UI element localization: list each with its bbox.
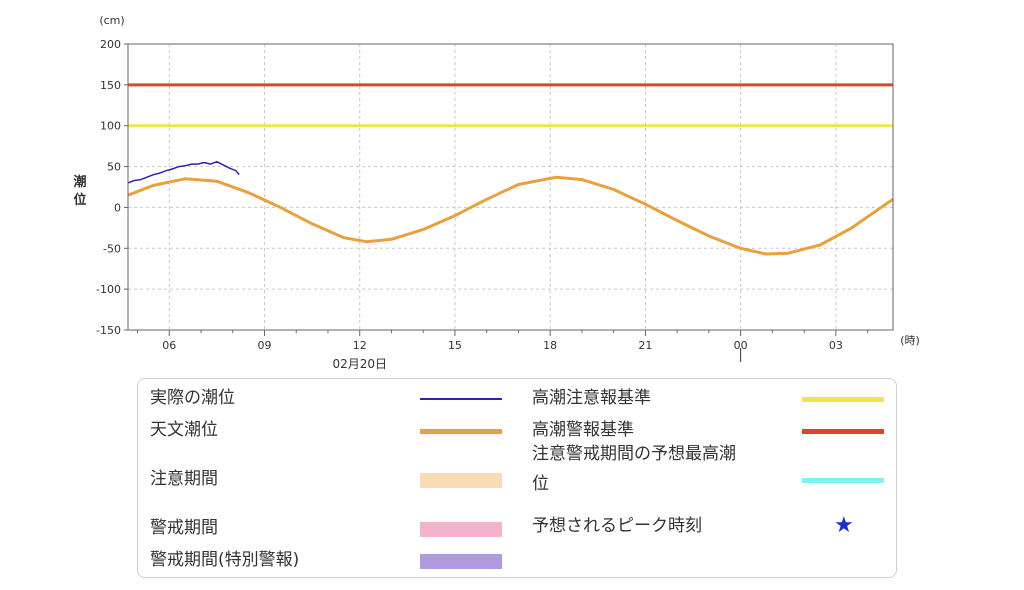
- x-tick-label: 18: [543, 339, 557, 352]
- legend-item-label: 警戒期間(特別警報): [150, 550, 300, 570]
- legend-item-label: 高潮注意報基準: [532, 388, 651, 408]
- legend-item-label: 注意期間: [150, 469, 218, 489]
- legend-item-label: 予想されるピーク時刻: [532, 516, 702, 536]
- x-tick-labels: 06 09 12 15 18 21 00 03: [137, 330, 869, 352]
- series-lines: [127, 160, 894, 256]
- legend-swatch: [802, 477, 884, 483]
- legend-swatch: [420, 428, 502, 434]
- y-tick-label: 100: [100, 120, 121, 133]
- star-icon: ★: [834, 513, 854, 538]
- legend-item-label: 天文潮位: [150, 420, 218, 440]
- y-tick-label: -150: [96, 324, 121, 337]
- legend-swatch: [420, 398, 502, 400]
- legend-swatch: [802, 396, 884, 402]
- y-axis-unit: (cm): [99, 14, 124, 27]
- y-tick-label: 50: [107, 161, 121, 174]
- legend-item-label: 高潮警報基準: [532, 420, 634, 440]
- x-axis-unit: (時): [900, 334, 920, 347]
- legend-swatch: [420, 553, 502, 569]
- legend-item-label-cont: 位: [532, 474, 549, 494]
- y-tick-label: 150: [100, 79, 121, 92]
- x-tick-label: 06: [162, 339, 176, 352]
- threshold-lines: [128, 83, 893, 128]
- plot-frame: [127, 43, 894, 331]
- tide-chart: 200 150 100 50 0 -50 -100 -150 06 09 12 15 18 21 00 03…: [73, 14, 920, 371]
- y-tick-label: 200: [100, 38, 121, 51]
- series-line: [127, 160, 240, 184]
- x-tick-label: 15: [448, 339, 462, 352]
- y-axis-label: 潮位: [73, 174, 86, 208]
- y-tick-label: 0: [114, 201, 121, 214]
- x-tick-label: 00: [734, 339, 748, 352]
- series-line: [127, 175, 894, 256]
- legend-item-label: 注意警戒期間の予想最高潮: [532, 444, 736, 464]
- legend-swatch: [420, 472, 502, 488]
- y-tick-label: -50: [103, 242, 121, 255]
- x-tick-label: 03: [829, 339, 843, 352]
- x-tick-label: 09: [257, 339, 271, 352]
- y-tick-labels: 200 150 100 50 0 -50 -100 -150: [96, 38, 128, 337]
- x-tick-label: 12: [353, 339, 367, 352]
- legend-swatch: [802, 428, 884, 434]
- y-tick-label: -100: [96, 283, 121, 296]
- date-label: 02月20日: [332, 357, 387, 371]
- legend: 実際の潮位天文潮位注意期間警戒期間警戒期間(特別警報) 高潮注意報基準 高潮警報基準…: [137, 378, 897, 578]
- x-tick-label: 21: [638, 339, 652, 352]
- legend-item-label: 警戒期間: [150, 518, 218, 538]
- legend-swatch: [420, 521, 502, 537]
- legend-item-label: 実際の潮位: [150, 388, 235, 408]
